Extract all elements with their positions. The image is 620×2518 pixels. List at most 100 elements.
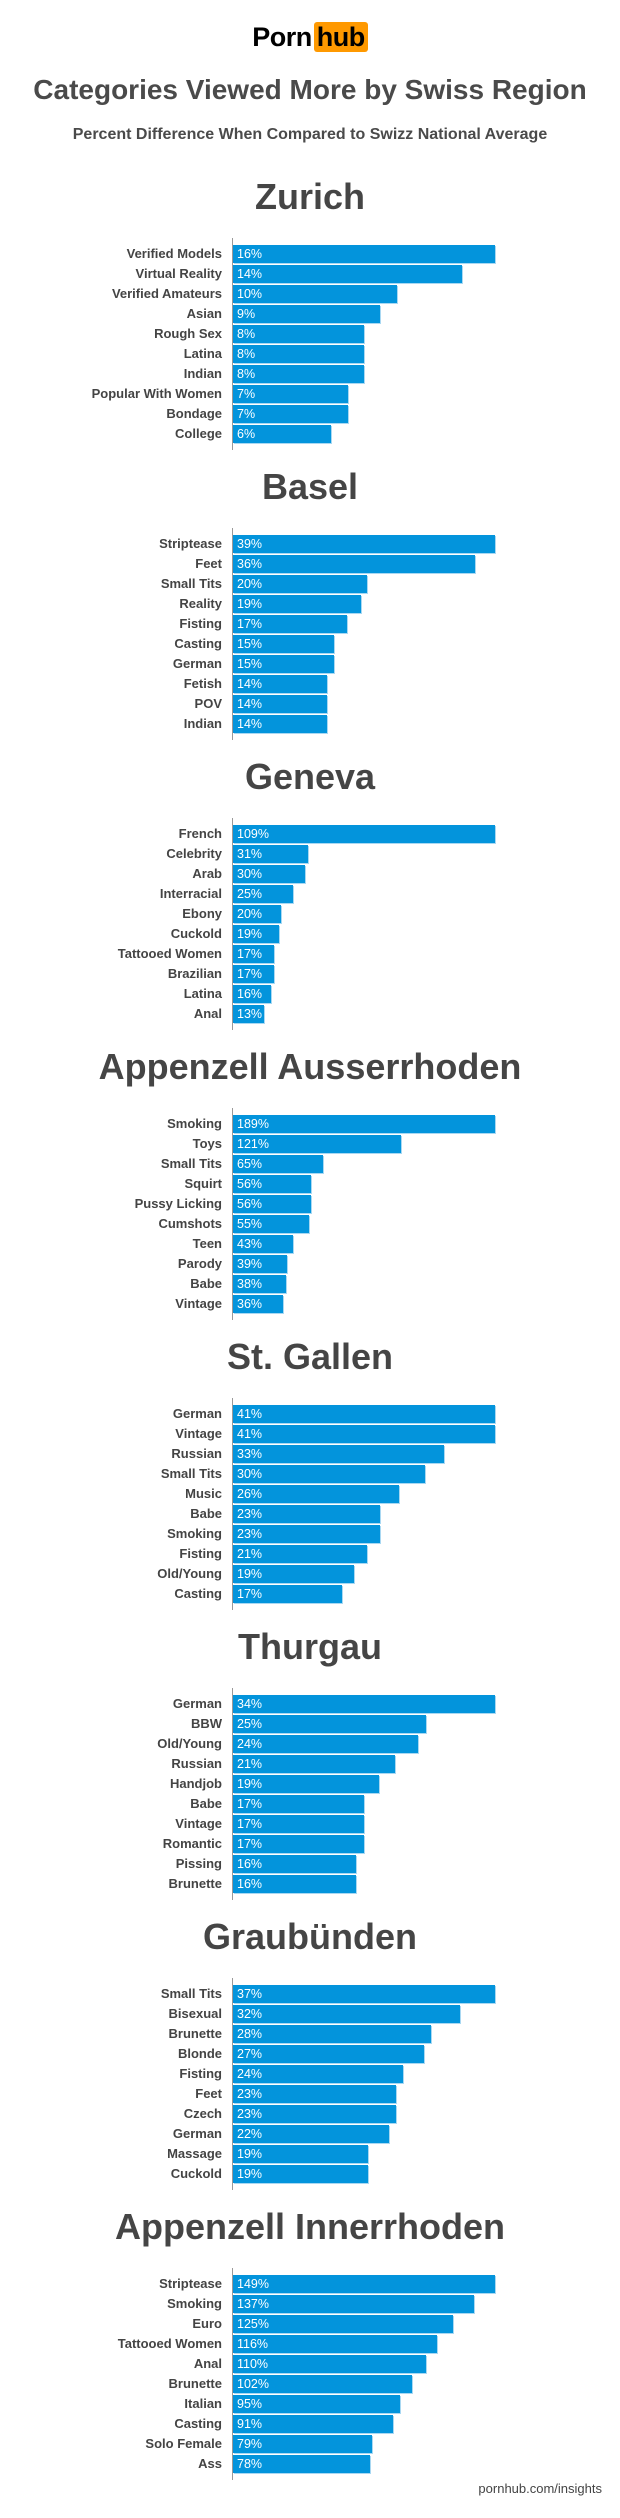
- category-label: Vintage: [175, 1816, 222, 1831]
- category-label: Smoking: [167, 1526, 222, 1541]
- value-label: 27%: [237, 2047, 263, 2061]
- bar-row: Romantic 17%: [0, 1834, 620, 1854]
- bar: [233, 555, 475, 573]
- value-label: 137%: [237, 2297, 269, 2311]
- bar-row: Fisting 17%: [0, 614, 620, 634]
- bar-chart: Verified Models 16% Virtual Reality 14% Veri…: [0, 238, 620, 454]
- category-label: POV: [194, 696, 222, 711]
- value-label: 13%: [237, 1007, 263, 1021]
- value-label: 91%: [237, 2417, 263, 2431]
- category-label: Russian: [171, 1756, 222, 1771]
- bar-row: Popular With Women 7%: [0, 384, 620, 404]
- value-label: 26%: [237, 1487, 263, 1501]
- category-label: Italian: [184, 2396, 222, 2411]
- category-label: Handjob: [170, 1776, 222, 1791]
- category-label: Striptease: [159, 536, 222, 551]
- bar: [233, 425, 332, 443]
- bar-row: German 34%: [0, 1694, 620, 1714]
- category-label: Fisting: [179, 616, 222, 631]
- value-label: 125%: [237, 2317, 269, 2331]
- value-label: 33%: [237, 1447, 263, 1461]
- bar: [233, 1485, 400, 1503]
- value-label: 23%: [237, 1527, 263, 1541]
- bar-row: Italian 95%: [0, 2394, 620, 2414]
- bar-row: Casting 15%: [0, 634, 620, 654]
- bar: [233, 1405, 495, 1423]
- y-axis-line: [232, 818, 233, 1030]
- bar: [233, 305, 381, 323]
- bar-row: Czech 23%: [0, 2104, 620, 2124]
- category-label: Massage: [167, 2146, 222, 2161]
- region-section: Appenzell Innerrhoden Striptease 149% Smoki…: [0, 2202, 620, 2492]
- value-label: 36%: [237, 1297, 263, 1311]
- bar: [233, 615, 348, 633]
- value-label: 15%: [237, 637, 263, 651]
- value-label: 6%: [237, 427, 256, 441]
- region-section: Basel Striptease 39% Feet 36% Small Tits 20% Re…: [0, 462, 620, 752]
- value-label: 43%: [237, 1237, 263, 1251]
- bar: [233, 1155, 324, 1173]
- category-label: Music: [185, 1486, 222, 1501]
- bar: [233, 325, 364, 343]
- bar-row: Vintage 41%: [0, 1424, 620, 1444]
- category-label: Anal: [193, 1006, 222, 1021]
- bar: [233, 1295, 283, 1313]
- value-label: 37%: [237, 1987, 263, 2001]
- value-label: 25%: [237, 1717, 263, 1731]
- category-label: Rough Sex: [154, 326, 222, 341]
- bar-chart: German 41% Vintage 41% Russian 33% Small Tits 3…: [0, 1398, 620, 1614]
- bar: [233, 1545, 368, 1563]
- bar-row: Small Tits 20%: [0, 574, 620, 594]
- bar: [233, 2045, 425, 2063]
- bar-row: Parody 39%: [0, 1254, 620, 1274]
- bar-row: Squirt 56%: [0, 1174, 620, 1194]
- value-label: 21%: [237, 1757, 263, 1771]
- category-label: Toys: [192, 1136, 222, 1151]
- bar-row: Pissing 16%: [0, 1854, 620, 1874]
- category-label: BBW: [190, 1716, 222, 1731]
- category-label: Casting: [174, 2416, 222, 2431]
- region-title: Zurich: [254, 176, 365, 217]
- value-label: 7%: [237, 407, 256, 421]
- bar-chart: Striptease 39% Feet 36% Small Tits 20% Reality…: [0, 528, 620, 744]
- value-label: 41%: [237, 1427, 263, 1441]
- bar: [233, 925, 279, 943]
- bar-row: Ass 78%: [0, 2454, 620, 2474]
- bar-row: Small Tits 65%: [0, 1154, 620, 1174]
- bar: [233, 675, 328, 693]
- bar-chart: Small Tits 37% Bisexual 32% Brunette 28% Blond…: [0, 1978, 620, 2194]
- bar: [233, 2355, 427, 2373]
- bar-row: Casting 91%: [0, 2414, 620, 2434]
- y-axis-line: [232, 1978, 233, 2190]
- value-label: 65%: [237, 1157, 263, 1171]
- bar-row: Anal 110%: [0, 2354, 620, 2374]
- category-label: Euro: [192, 2316, 222, 2331]
- value-label: 23%: [237, 1507, 263, 1521]
- bar-row: BBW 25%: [0, 1714, 620, 1734]
- bar-row: Brazilian 17%: [0, 964, 620, 984]
- value-label: 149%: [237, 2277, 269, 2291]
- bar-row: Russian 33%: [0, 1444, 620, 1464]
- value-label: 56%: [237, 1197, 263, 1211]
- bar: [233, 2275, 495, 2293]
- value-label: 14%: [237, 677, 263, 691]
- bar-row: Teen 43%: [0, 1234, 620, 1254]
- category-label: Small Tits: [160, 1156, 222, 1171]
- value-label: 19%: [237, 2147, 263, 2161]
- category-label: Reality: [179, 596, 222, 611]
- bar-row: Arab 30%: [0, 864, 620, 884]
- value-label: 189%: [237, 1117, 269, 1131]
- value-label: 110%: [237, 2357, 269, 2371]
- value-label: 19%: [237, 1777, 263, 1791]
- bar: [233, 1465, 425, 1483]
- category-label: Tattooed Women: [117, 2336, 222, 2351]
- region-title: Geneva: [244, 756, 376, 797]
- bar-row: Russian 21%: [0, 1754, 620, 1774]
- bar: [233, 1135, 401, 1153]
- region-section: Zurich Verified Models 16% Virtual Reality 1…: [0, 172, 620, 462]
- category-label: Arab: [192, 866, 222, 881]
- category-label: Brunette: [168, 2376, 222, 2391]
- value-label: 17%: [237, 947, 263, 961]
- bar-row: Tattooed Women 116%: [0, 2334, 620, 2354]
- bar: [233, 965, 274, 983]
